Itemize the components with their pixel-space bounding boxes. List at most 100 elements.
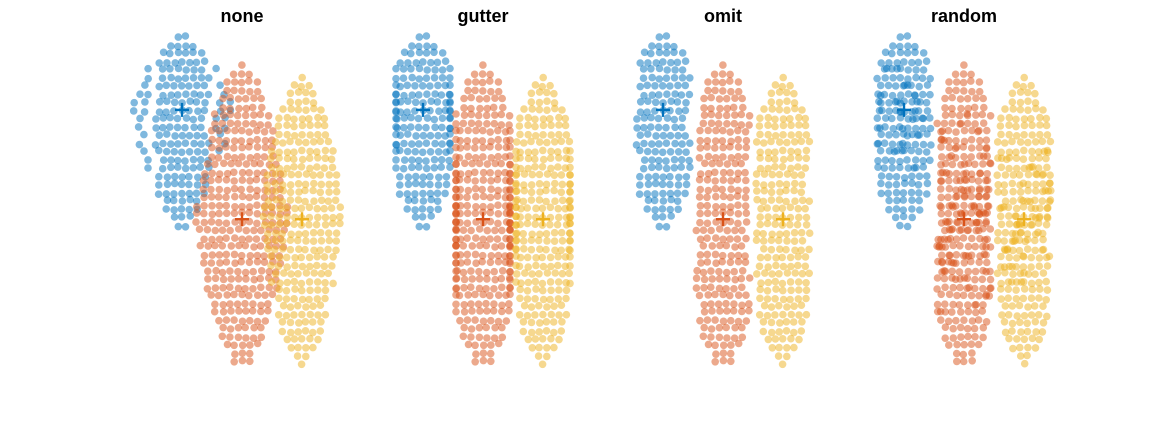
data-point [321, 213, 330, 222]
data-point [703, 201, 712, 210]
data-point [555, 113, 563, 122]
group-3-points [993, 73, 1055, 368]
data-point [757, 204, 765, 213]
data-point [908, 213, 916, 222]
data-point [1024, 97, 1032, 105]
data-point [1013, 312, 1021, 320]
data-point [1003, 245, 1012, 253]
data-point [486, 143, 494, 151]
data-point [535, 301, 543, 310]
data-point [155, 172, 163, 181]
data-point [945, 143, 954, 152]
data-point [1015, 246, 1024, 255]
data-point [196, 156, 205, 164]
data-point [1039, 106, 1047, 114]
data-point [670, 42, 678, 51]
data-point [527, 196, 536, 204]
data-point [130, 98, 138, 107]
data-point [1042, 114, 1051, 123]
data-point [794, 204, 802, 213]
data-point [643, 108, 651, 116]
data-point [1001, 268, 1009, 277]
data-point [767, 245, 776, 254]
data-point [512, 138, 521, 146]
data-point [959, 70, 968, 78]
data-point [775, 98, 784, 107]
data-point [967, 135, 976, 144]
data-point [655, 33, 664, 41]
data-point [975, 226, 983, 235]
data-point [223, 152, 232, 161]
data-point [468, 307, 476, 315]
data-point [167, 91, 175, 99]
data-point [265, 267, 274, 276]
data-point [298, 310, 306, 319]
data-point [934, 235, 942, 244]
data-point [238, 317, 247, 326]
data-point [245, 128, 253, 136]
data-point [479, 317, 488, 326]
data-point [295, 319, 303, 327]
data-point [703, 193, 711, 202]
data-point [734, 339, 743, 348]
data-point [1008, 302, 1017, 310]
data-point [955, 111, 964, 120]
data-point [707, 283, 715, 292]
data-point [238, 168, 247, 177]
data-point [1031, 89, 1039, 98]
data-point [282, 253, 291, 262]
data-point [313, 278, 322, 286]
data-point [681, 132, 689, 140]
data-point [956, 283, 964, 292]
data-point [234, 323, 243, 332]
data-point [415, 91, 423, 99]
data-point [1005, 334, 1013, 343]
data-point [527, 98, 536, 106]
data-point [566, 213, 574, 221]
data-point [889, 74, 897, 82]
data-point [314, 311, 322, 319]
data-point [949, 324, 957, 333]
data-point [528, 270, 536, 278]
data-point [238, 192, 247, 201]
data-point [994, 188, 1002, 196]
data-point [739, 103, 747, 112]
data-point [756, 253, 765, 262]
data-point [737, 110, 746, 119]
data-point [667, 58, 675, 67]
data-point [211, 160, 219, 169]
data-point [984, 202, 993, 210]
data-point [783, 303, 791, 311]
data-point [407, 65, 415, 73]
data-point [286, 137, 294, 146]
data-point [659, 197, 668, 205]
data-point [226, 283, 234, 292]
data-point [271, 236, 280, 244]
data-point [419, 131, 428, 140]
data-point [745, 112, 754, 120]
data-point [404, 196, 413, 204]
data-point [962, 176, 971, 184]
data-point [670, 48, 678, 57]
data-point [682, 99, 690, 107]
data-point [708, 275, 716, 283]
data-point [881, 74, 889, 82]
data-point [241, 299, 249, 308]
data-point [490, 334, 499, 343]
data-point [210, 307, 219, 316]
data-point [1027, 81, 1035, 90]
data-point [898, 146, 906, 155]
data-point [204, 90, 213, 99]
data-point [452, 300, 460, 309]
data-point [1009, 270, 1017, 279]
data-point [753, 195, 761, 204]
data-point [778, 360, 787, 369]
data-point [287, 270, 295, 278]
data-point [1004, 294, 1012, 303]
data-point [535, 105, 544, 114]
data-point [1032, 187, 1040, 195]
data-point [320, 253, 329, 261]
data-point [207, 126, 216, 135]
data-point [242, 275, 250, 283]
data-point [336, 219, 344, 228]
